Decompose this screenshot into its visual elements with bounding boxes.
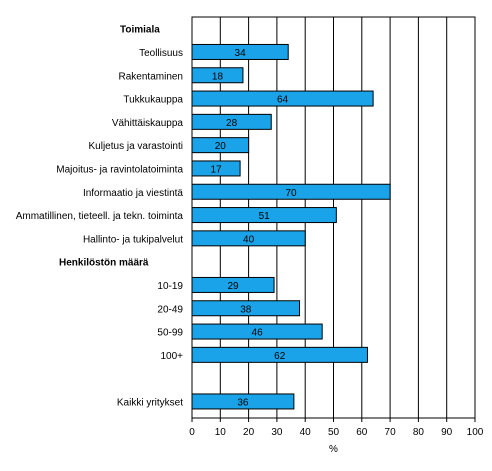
x-tick-label: 30 xyxy=(271,427,283,438)
data-label: 18 xyxy=(212,71,224,82)
section-title: Toimiala xyxy=(120,25,160,36)
x-tick-label: 50 xyxy=(328,427,340,438)
section-title: Henkilöstön määrä xyxy=(59,258,149,269)
x-tick-label: 10 xyxy=(215,427,227,438)
data-label: 29 xyxy=(227,281,239,292)
category-label: 100+ xyxy=(160,351,183,362)
category-label: Kuljetus ja varastointi xyxy=(89,141,184,152)
category-label: Informaatio ja viestintä xyxy=(83,188,183,199)
x-tick-label: 40 xyxy=(300,427,312,438)
category-label: 10-19 xyxy=(157,281,183,292)
x-tick-label: 100 xyxy=(467,427,484,438)
data-label: 62 xyxy=(274,351,286,362)
bar xyxy=(191,160,241,177)
data-label: 20 xyxy=(215,141,227,152)
bar xyxy=(191,67,244,84)
category-label: Teollisuus xyxy=(139,48,183,59)
bar xyxy=(191,346,368,363)
x-axis: 0 10 20 30 40 50 60 70 80 90 100 xyxy=(189,418,484,438)
category-label: 20-49 xyxy=(157,304,183,315)
data-label: 17 xyxy=(210,164,222,175)
bar xyxy=(191,113,272,130)
x-tick-label: 20 xyxy=(243,427,255,438)
data-label: 40 xyxy=(243,234,255,245)
bars: 34 18 64 28 20 17 70 51 40 29 38 46 62 36 xyxy=(191,43,391,410)
category-label: Vähittäiskauppa xyxy=(112,118,184,129)
category-label: Tukkukauppa xyxy=(123,95,183,106)
bar xyxy=(191,137,250,154)
data-label: 46 xyxy=(252,328,264,339)
bar xyxy=(191,276,275,293)
category-label: Majoitus- ja ravintolatoiminta xyxy=(56,164,183,175)
x-tick-label: 80 xyxy=(413,427,425,438)
x-tick-label: 70 xyxy=(385,427,397,438)
data-label: 28 xyxy=(226,118,238,129)
category-label: Ammatillinen, tieteell. ja tekn. toimint… xyxy=(16,211,184,222)
x-axis-title: % xyxy=(329,444,338,455)
bar xyxy=(191,43,289,60)
x-tick-label: 0 xyxy=(189,427,195,438)
bar xyxy=(191,183,391,200)
category-label: Rakentaminen xyxy=(119,71,183,82)
bar xyxy=(191,323,323,340)
category-label: Hallinto- ja tukipalvelut xyxy=(83,234,183,245)
category-label: Kaikki yritykset xyxy=(117,397,183,408)
bar xyxy=(191,300,301,317)
data-label: 64 xyxy=(277,95,289,106)
data-label: 36 xyxy=(237,397,249,408)
data-label: 34 xyxy=(235,48,247,59)
bar xyxy=(191,90,374,107)
x-tick-label: 90 xyxy=(441,427,453,438)
bar xyxy=(191,207,337,224)
category-labels: Toimiala Teollisuus Rakentaminen Tukkukaupp… xyxy=(16,25,184,409)
data-label: 51 xyxy=(259,211,271,222)
bar xyxy=(191,393,295,410)
data-label: 38 xyxy=(240,304,252,315)
x-tick-label: 60 xyxy=(356,427,368,438)
data-label: 70 xyxy=(285,188,297,199)
bar xyxy=(191,230,306,247)
category-label: 50-99 xyxy=(157,328,183,339)
